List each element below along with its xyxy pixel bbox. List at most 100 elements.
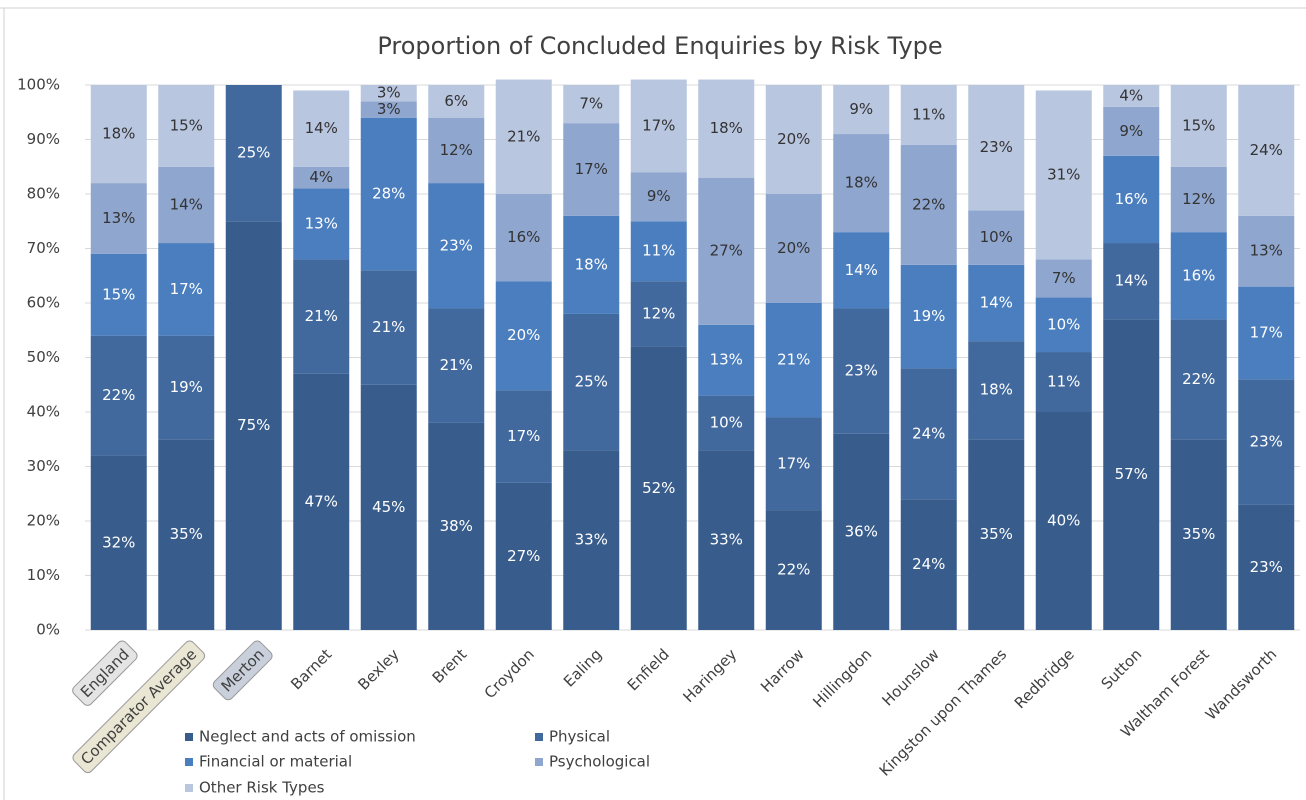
bar-segment (1103, 106, 1160, 156)
y-tick-label: 10% (27, 566, 60, 584)
value-label: 12% (440, 141, 473, 159)
value-label: 28% (372, 185, 405, 203)
value-label: 9% (1119, 122, 1143, 140)
value-label: 13% (1250, 242, 1283, 260)
bar-segment (158, 166, 215, 244)
value-label: 15% (1182, 116, 1215, 134)
value-label: 52% (642, 479, 675, 497)
x-tick-label: Enfield (624, 645, 673, 694)
bar-segment (900, 85, 957, 145)
value-label: 17% (575, 160, 608, 178)
bar-segment (360, 117, 417, 271)
x-tick-label: Ealing (560, 645, 605, 690)
value-label: 10% (1047, 315, 1080, 333)
bar-segment (90, 455, 147, 630)
bar-segment (563, 85, 620, 124)
x-tick-label: Comparator Average (77, 645, 200, 768)
bar-segment (158, 335, 215, 440)
value-label: 35% (1182, 525, 1215, 543)
bar-segment (968, 85, 1025, 211)
bar-segment (1035, 297, 1092, 353)
legend-swatch (185, 784, 193, 792)
bar-segment (495, 390, 552, 483)
x-tick-group: Brent (429, 645, 471, 687)
x-tick-highlight (212, 640, 273, 701)
value-label: 21% (372, 318, 405, 336)
value-label: 23% (440, 236, 473, 254)
bar-segment (900, 368, 957, 500)
x-tick-highlight (72, 640, 206, 774)
x-tick-label: Sutton (1098, 645, 1146, 693)
bar-segment (360, 384, 417, 630)
value-label: 19% (170, 378, 203, 396)
legend-label: Neglect and acts of omission (199, 728, 416, 746)
chart-title: Proportion of Concluded Enquiries by Ris… (377, 32, 942, 60)
value-label: 13% (305, 214, 338, 232)
legend-swatch (535, 733, 543, 741)
bar-segment (293, 166, 350, 189)
bar-segment (1238, 286, 1295, 380)
bar-segment (158, 439, 215, 630)
bar-segment (428, 183, 485, 309)
x-tick-group: Harrow (757, 645, 808, 696)
value-label: 24% (912, 555, 945, 573)
x-tick-label: Bexley (354, 645, 402, 693)
bar-segment (1103, 85, 1160, 107)
bar-segment (630, 346, 687, 630)
x-tick-group: Hounslow (878, 645, 942, 709)
bar-segment (1103, 155, 1160, 244)
bar-segment (428, 85, 485, 118)
x-tick-group: Comparator Average (72, 640, 206, 774)
value-label: 17% (507, 427, 540, 445)
bar-segment (1035, 412, 1092, 630)
y-tick-label: 30% (27, 457, 60, 475)
value-label: 7% (579, 95, 603, 113)
value-label: 23% (1250, 558, 1283, 576)
value-label: 35% (980, 525, 1013, 543)
value-label: 18% (102, 125, 135, 143)
bar-segment (90, 253, 147, 336)
bar-segment (630, 221, 687, 282)
bar-segment (563, 215, 620, 314)
value-label: 40% (1047, 512, 1080, 530)
bar-segment (1170, 232, 1227, 320)
legend-label: Financial or material (199, 753, 352, 771)
bar-segment (900, 144, 957, 265)
value-label: 24% (1250, 141, 1283, 159)
value-label: 18% (980, 381, 1013, 399)
value-label: 10% (710, 413, 743, 431)
bar-segment (360, 270, 417, 385)
x-tick-label: England (77, 645, 133, 701)
x-tick-label: Kingston upon Thames (876, 645, 1011, 780)
value-label: 21% (777, 351, 810, 369)
x-tick-label: Brent (429, 645, 471, 687)
y-tick-label: 80% (27, 185, 60, 203)
bar-segment (833, 232, 890, 309)
value-label: 18% (710, 119, 743, 137)
bar-segment (428, 117, 485, 184)
value-label: 14% (1115, 272, 1148, 290)
bar-segment (1170, 319, 1227, 440)
bar-segment (90, 183, 147, 254)
bar-segment (833, 134, 890, 233)
bar-segment (1238, 504, 1295, 630)
bar-segment (968, 439, 1025, 630)
x-tick-label: Redbridge (1011, 645, 1078, 712)
bar-segment (225, 85, 282, 222)
bar-segment (698, 79, 755, 178)
x-tick-highlight (72, 640, 138, 706)
bar-segment (563, 123, 620, 216)
x-tick-label: Hillingdon (809, 645, 875, 711)
value-label: 4% (309, 168, 333, 186)
value-label: 75% (237, 416, 270, 434)
bar-segment (1238, 215, 1295, 287)
x-tick-group: Hillingdon (809, 645, 875, 711)
value-label: 22% (102, 386, 135, 404)
bar-segment (1170, 166, 1227, 233)
bar-segment (1103, 319, 1160, 630)
value-label: 20% (777, 130, 810, 148)
value-label: 22% (1182, 370, 1215, 388)
bar-segment (428, 422, 485, 630)
value-label: 18% (845, 174, 878, 192)
x-tick-group: Merton (212, 640, 273, 701)
